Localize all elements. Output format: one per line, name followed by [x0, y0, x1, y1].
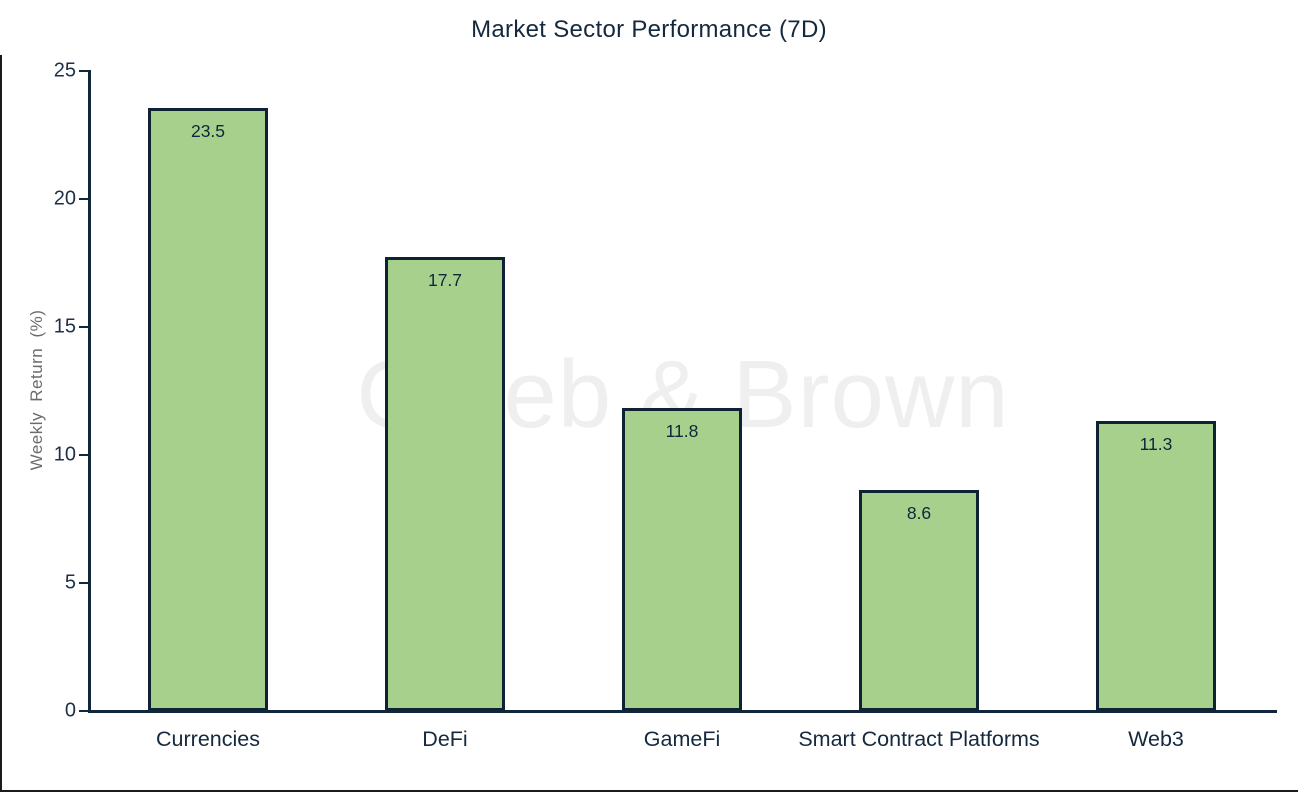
image-frame-bottom [0, 790, 1298, 792]
chart-title: Market Sector Performance (7D) [471, 16, 827, 43]
bar-gamefi: 11.8 [622, 407, 742, 711]
bar-defi: 17.7 [385, 256, 505, 711]
x-tick-label-web3: Web3 [1128, 727, 1184, 751]
x-tick-label-smart-contract-platforms: Smart Contract Platforms [798, 727, 1040, 751]
y-tick-mark [79, 710, 88, 712]
y-tick-mark [79, 198, 88, 200]
y-tick-label: 15 [53, 315, 76, 338]
x-tick-label-currencies: Currencies [156, 727, 260, 751]
image-frame-left [0, 55, 2, 792]
bar-currencies: 23.5 [148, 108, 268, 711]
x-tick-label-defi: DeFi [422, 727, 468, 751]
bar-value-label: 11.8 [665, 420, 699, 441]
x-axis-line [88, 710, 1277, 713]
y-tick-label: 20 [53, 187, 76, 210]
y-tick-mark [79, 454, 88, 456]
bar-value-label: 17.7 [427, 269, 463, 290]
bar-smart-contract-platforms: 8.6 [859, 489, 979, 711]
y-tick-label: 5 [64, 571, 76, 594]
y-axis-line [88, 70, 91, 713]
y-tick-label: 0 [64, 699, 76, 722]
bar-value-label: 11.3 [1139, 433, 1173, 454]
bar-value-label: 23.5 [190, 121, 226, 142]
y-tick-mark [79, 582, 88, 584]
y-tick-mark [79, 326, 88, 328]
y-tick-mark [79, 70, 88, 72]
bar-web3: 11.3 [1096, 420, 1216, 711]
x-tick-label-gamefi: GameFi [643, 727, 721, 751]
y-tick-label: 25 [53, 59, 76, 82]
y-tick-label: 10 [53, 443, 76, 466]
bar-value-label: 8.6 [906, 502, 932, 523]
